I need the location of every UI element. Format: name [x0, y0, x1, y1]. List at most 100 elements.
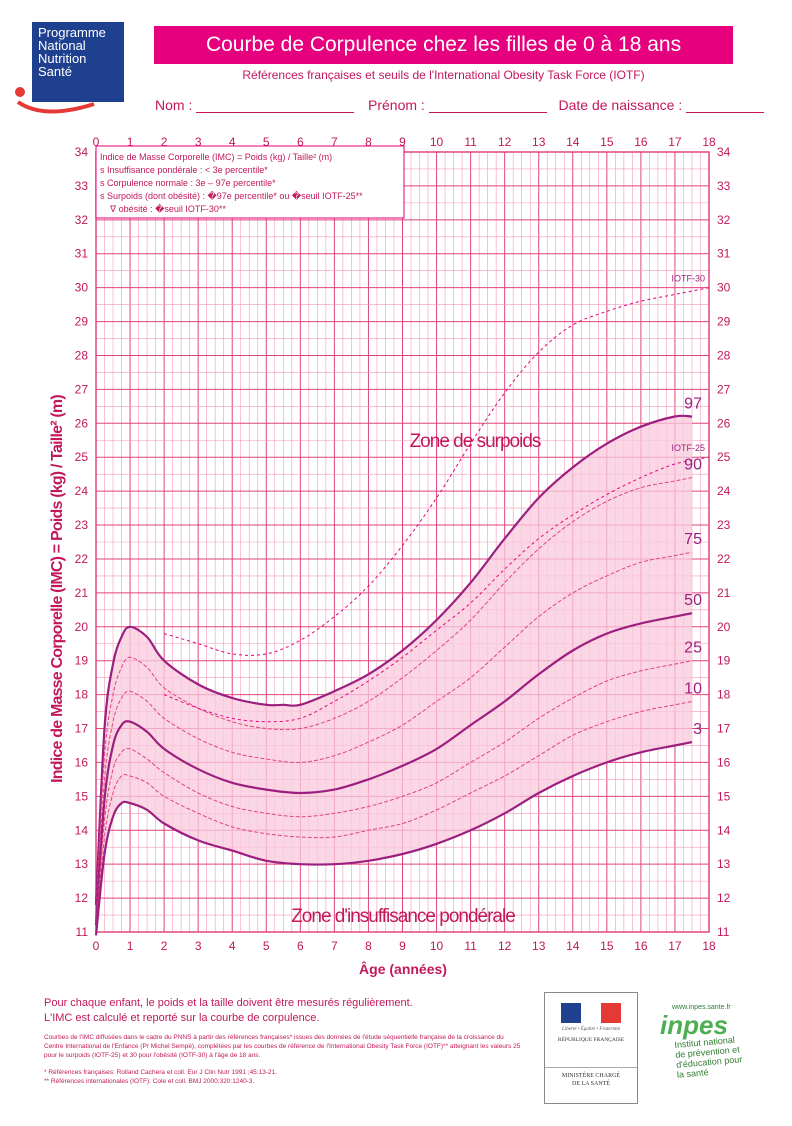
y-tick-label-right: 12: [717, 891, 731, 905]
ministry-line-1: MINISTÈRE CHARGÉ: [561, 1073, 621, 1079]
pnns-swoosh-icon: [15, 87, 95, 114]
x-tick-label-bottom: 13: [532, 939, 546, 953]
y-tick-label-right: 22: [717, 552, 731, 566]
footer-note: Pour chaque enfant, le poids et la taill…: [44, 996, 424, 1026]
x-tick-label-top: 13: [532, 135, 546, 149]
reference-international: ** Références internationales (IOTF): Co…: [44, 1078, 255, 1085]
x-tick-label-top: 6: [297, 135, 304, 149]
y-tick-label-right: 31: [717, 247, 731, 261]
y-tick-label-left: 23: [75, 518, 89, 532]
curve-label-3: 3: [693, 721, 702, 738]
ministry-line-2: DE LA SANTÉ: [572, 1081, 610, 1087]
x-tick-label-bottom: 18: [702, 939, 716, 953]
pnns-logo: Programme National Nutrition Santé: [14, 18, 126, 122]
y-tick-label-right: 17: [717, 722, 731, 736]
y-tick-label-right: 28: [717, 348, 731, 362]
y-tick-label-right: 15: [717, 789, 731, 803]
y-tick-label-right: 25: [717, 450, 731, 464]
x-tick-label-top: 7: [331, 135, 338, 149]
legend-box: Indice de Masse Corporelle (IMC) = Poids…: [95, 145, 405, 219]
birthdate-label: Date de naissance :: [558, 97, 683, 113]
legend-line-1: Indice de Masse Corporelle (IMC) = Poids…: [100, 152, 332, 162]
y-tick-label-right: 16: [717, 755, 731, 769]
inpes-url: www.inpes.sante.fr: [672, 1004, 731, 1011]
x-tick-label-bottom: 17: [668, 939, 682, 953]
x-tick-label-bottom: 10: [430, 939, 444, 953]
curve-label-50: 50: [684, 592, 702, 609]
curve-label-90: 90: [684, 457, 702, 474]
y-tick-label-left: 34: [75, 145, 89, 159]
x-tick-label-top: 5: [263, 135, 270, 149]
y-tick-label-left: 16: [75, 755, 89, 769]
zone-underweight-label: Zone d'insuffisance pondérale: [291, 906, 515, 927]
bmi-chart: 0011223344556677889910101111121213131414…: [49, 135, 731, 977]
inpes-fullname: Institut national de prévention et d'édu…: [674, 1033, 757, 1080]
y-tick-label-left: 24: [75, 484, 89, 498]
identity-fields: Nom : Prénom : Date de naissance :: [155, 97, 765, 113]
name-label: Nom :: [155, 97, 193, 113]
band-fill: [96, 415, 692, 936]
curve-label-75: 75: [684, 531, 702, 548]
y-tick-label-right: 18: [717, 688, 731, 702]
x-tick-label-top: 9: [399, 135, 406, 149]
x-tick-label-top: 11: [464, 135, 477, 149]
x-tick-label-top: 8: [365, 135, 372, 149]
y-tick-label-right: 32: [717, 213, 731, 227]
x-tick-label-top: 1: [127, 135, 134, 149]
footer-note-line-1: Pour chaque enfant, le poids et la taill…: [44, 997, 413, 1009]
curve-label-iotf-30: IOTF-30: [671, 274, 705, 284]
y-tick-label-right: 13: [717, 857, 731, 871]
y-tick-label-right: 11: [717, 925, 730, 939]
legend-line-2: s Insuffisance pondérale : < 3e percenti…: [100, 165, 268, 175]
y-tick-label-right: 34: [717, 145, 731, 159]
y-tick-label-left: 30: [75, 281, 89, 295]
y-tick-label-right: 33: [717, 179, 731, 193]
x-tick-label-top: 14: [566, 135, 580, 149]
y-tick-label-left: 19: [75, 654, 89, 668]
y-tick-label-right: 14: [717, 823, 731, 837]
x-tick-label-bottom: 2: [161, 939, 168, 953]
curve-label-25: 25: [684, 640, 702, 657]
curve-iotf-30: [163, 287, 710, 656]
y-tick-label-right: 26: [717, 416, 731, 430]
x-tick-label-bottom: 7: [331, 939, 338, 953]
x-tick-label-bottom: 14: [566, 939, 580, 953]
x-axis-label: Âge (années): [359, 960, 447, 977]
inpes-logo: www.inpes.sante.fr inpes Institut nation…: [650, 1000, 760, 1105]
y-tick-label-left: 21: [75, 586, 89, 600]
x-tick-label-top: 17: [668, 135, 682, 149]
y-axis-label: Indice de Masse Corporelle (IMC) = Poids…: [49, 395, 66, 783]
y-tick-label-left: 17: [75, 722, 89, 736]
legend-line-4: s Surpoids (dont obésité) : �97e percent…: [100, 190, 363, 201]
y-tick-label-left: 11: [76, 925, 89, 939]
x-tick-label-bottom: 9: [399, 939, 406, 953]
x-tick-label-top: 3: [195, 135, 202, 149]
y-tick-label-right: 20: [717, 620, 731, 634]
birthdate-field[interactable]: [686, 99, 765, 113]
y-tick-label-left: 31: [75, 247, 89, 261]
x-tick-label-bottom: 0: [93, 939, 100, 953]
curve-iotf-25: [163, 456, 710, 723]
y-tick-label-right: 29: [717, 315, 731, 329]
curve-labels: 97 90 75 50 25 10 3 IOTF-30 IOTF-25: [671, 274, 705, 738]
firstname-field[interactable]: [428, 99, 547, 113]
republic-name: RÉPUBLIQUE FRANÇAISE: [557, 1037, 625, 1043]
curve-25: [95, 660, 693, 929]
y-tick-label-left: 26: [75, 416, 89, 430]
name-field[interactable]: [196, 99, 355, 113]
x-tick-label-bottom: 4: [229, 939, 236, 953]
x-tick-label-bottom: 8: [365, 939, 372, 953]
y-tick-label-right: 30: [717, 281, 731, 295]
percentile-curves: [94, 287, 710, 936]
x-tick-label-top: 12: [498, 135, 512, 149]
curve-label-10: 10: [684, 680, 702, 697]
y-tick-label-left: 18: [75, 688, 89, 702]
curve-90: [95, 477, 693, 912]
normal-range-band: [96, 415, 692, 936]
x-tick-label-bottom: 12: [498, 939, 512, 953]
curve-label-iotf-25: IOTF-25: [671, 443, 705, 453]
x-tick-label-top: 18: [702, 135, 716, 149]
y-tick-label-left: 25: [75, 450, 89, 464]
x-tick-label-top: 0: [93, 135, 100, 149]
y-tick-label-right: 19: [717, 654, 731, 668]
